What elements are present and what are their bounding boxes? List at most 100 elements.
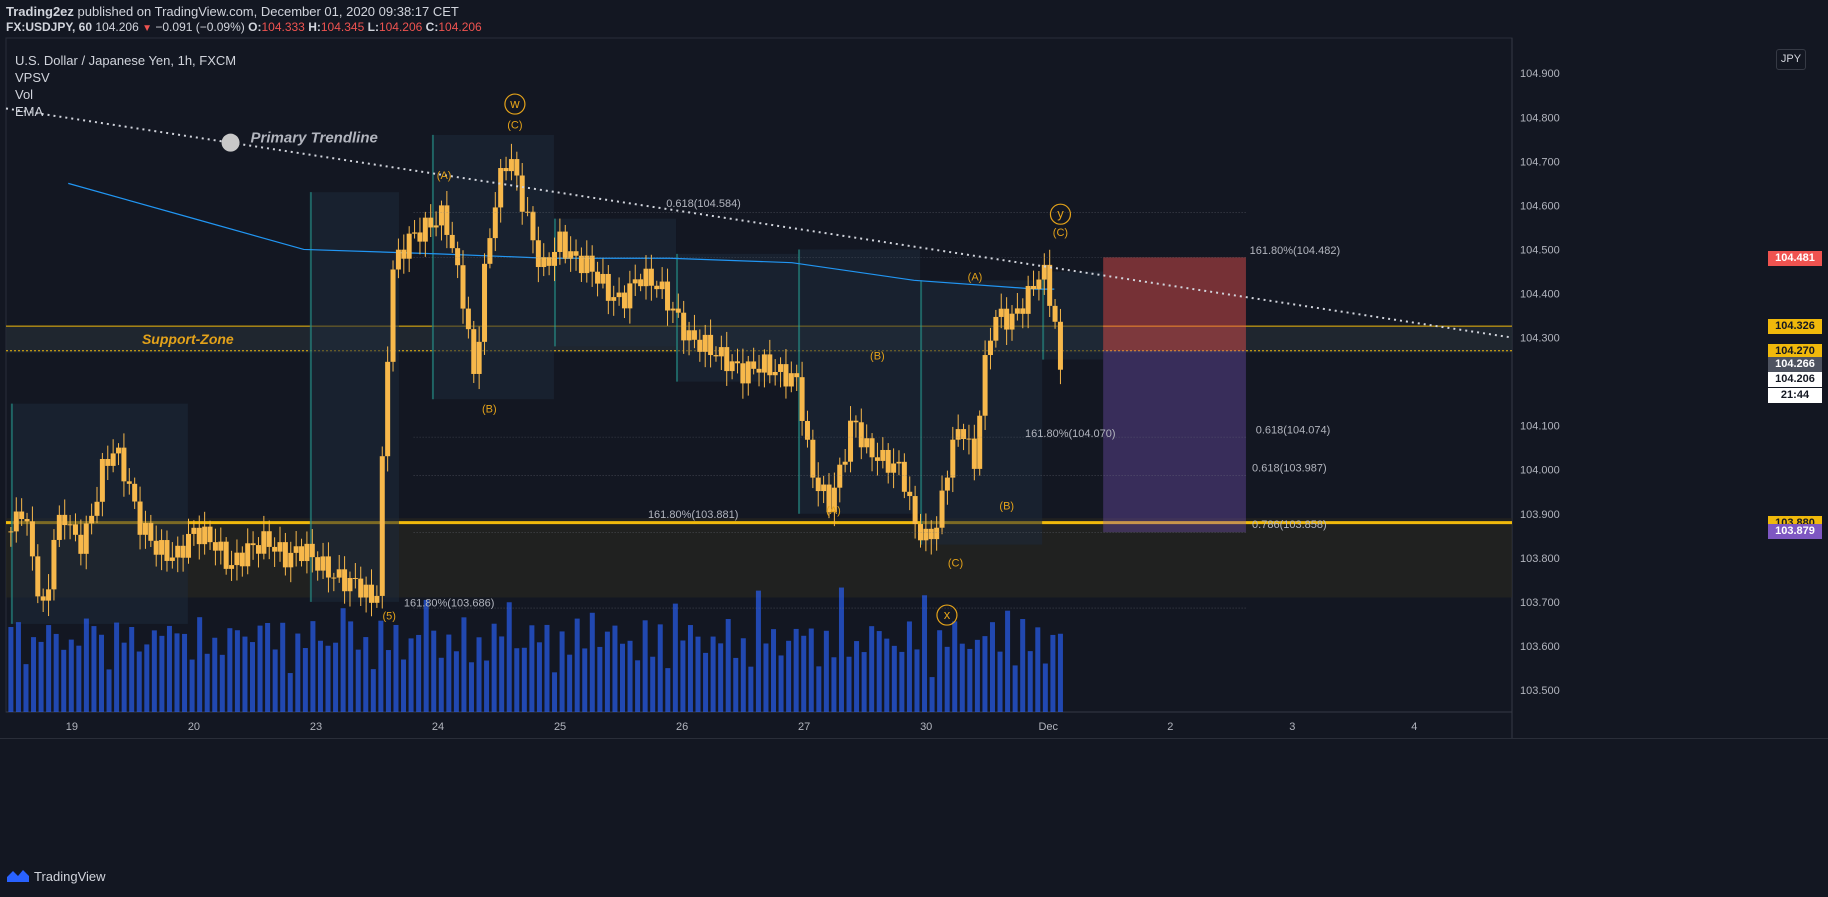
wave-label: (C) — [507, 119, 522, 131]
legend-ema[interactable]: EMA — [15, 104, 44, 119]
publisher-name[interactable]: Trading2ez — [6, 4, 74, 19]
candle-body — [159, 540, 165, 555]
volume-bar — [582, 648, 588, 712]
candle-body — [336, 569, 342, 578]
y-tick-label: 104.700 — [1520, 156, 1560, 168]
candle-body — [352, 577, 358, 579]
candle-body — [745, 361, 751, 384]
x-tick-label: 2 — [1167, 721, 1173, 733]
volume-bar — [959, 643, 965, 712]
candle-body — [724, 347, 730, 372]
volume-bar — [559, 631, 565, 712]
volume-bar — [657, 624, 663, 712]
candle-body — [202, 526, 208, 545]
volume-bar — [876, 631, 882, 712]
volume-bar — [536, 642, 542, 712]
wave-label: (B) — [870, 351, 885, 363]
volume-bar — [589, 612, 595, 712]
candle-body — [589, 255, 595, 272]
candle-body — [223, 541, 229, 569]
candle-body — [616, 292, 622, 298]
candle-body — [255, 545, 261, 554]
tradingview-brand[interactable]: TradingView — [34, 869, 106, 884]
volume-bar — [98, 634, 104, 712]
candle-body — [422, 217, 428, 242]
volume-bar — [166, 625, 172, 712]
volume-bar — [333, 642, 339, 712]
candle-body — [245, 543, 251, 567]
tradingview-logo-icon[interactable] — [6, 868, 30, 889]
volume-bar — [748, 666, 754, 712]
trendline-anchor-dot — [221, 133, 240, 152]
candle-body — [29, 521, 35, 557]
publish-info: published on TradingView.com, December 0… — [73, 4, 459, 19]
candle-body — [595, 271, 601, 284]
volume-bar — [597, 646, 603, 712]
volume-bar — [929, 677, 935, 712]
volume-bar — [438, 657, 444, 712]
volume-bar — [189, 659, 195, 712]
volume-bar — [1050, 634, 1056, 712]
volume-bar — [552, 672, 558, 712]
candle-body — [638, 279, 644, 287]
stop-loss-zone — [1103, 257, 1246, 351]
candle-body — [196, 527, 202, 545]
volume-bar — [672, 603, 678, 712]
candle-body — [261, 531, 267, 554]
candle-body — [912, 496, 918, 525]
candle-body — [735, 361, 741, 364]
candle-body — [325, 556, 331, 578]
open-value: 104.333 — [261, 20, 305, 34]
legend-title[interactable]: U.S. Dollar / Japanese Yen, 1h, FXCM — [15, 53, 237, 68]
volume-bar — [23, 664, 29, 712]
candle-body — [126, 481, 132, 484]
wave-label: (C) — [1053, 227, 1068, 239]
footer-divider — [0, 738, 1828, 739]
volume-bar — [182, 633, 188, 712]
currency-button[interactable]: JPY — [1776, 49, 1806, 70]
price-axis-tag: 104.206 — [1768, 371, 1822, 387]
candle-body — [611, 297, 617, 301]
candle-body — [218, 541, 224, 551]
candle-body — [815, 477, 821, 492]
wave-label: (A) — [826, 505, 841, 517]
x-tick-label: 25 — [554, 721, 566, 733]
candle-body — [342, 569, 348, 592]
candle-body — [541, 257, 547, 268]
candle-body — [648, 268, 654, 286]
candle-body — [374, 595, 380, 603]
candle-body — [810, 439, 816, 478]
candle-body — [83, 523, 89, 554]
candle-body — [460, 265, 466, 309]
candle-body — [299, 546, 305, 562]
candle-body — [390, 269, 396, 362]
candle-body — [896, 461, 902, 464]
symbol-label[interactable]: FX:USDJPY, 60 — [6, 20, 93, 34]
candle-body — [1020, 308, 1026, 314]
legend-vol[interactable]: Vol — [15, 87, 34, 102]
volume-bar — [453, 651, 459, 712]
volume-bar — [619, 643, 625, 712]
candle-body — [191, 527, 197, 534]
volume-bar — [197, 617, 203, 712]
candle-body — [977, 415, 983, 469]
candle-body — [928, 528, 934, 540]
candle-body — [923, 528, 929, 541]
candle-body — [804, 420, 810, 440]
candle-body — [266, 531, 272, 547]
candle-body — [821, 484, 827, 492]
candle-body — [438, 205, 444, 226]
x-tick-label: 4 — [1411, 721, 1417, 733]
volume-bar — [823, 630, 829, 712]
candle-body — [1009, 313, 1015, 330]
candle-body — [535, 240, 541, 268]
volume-bar — [733, 657, 739, 712]
candle-body — [880, 449, 886, 461]
volume-bar — [635, 660, 641, 712]
candle-body — [767, 354, 773, 376]
candle-body — [514, 159, 520, 176]
legend-vpsv[interactable]: VPSV — [15, 70, 50, 85]
volume-bar — [250, 642, 256, 712]
candle-body — [153, 540, 159, 555]
